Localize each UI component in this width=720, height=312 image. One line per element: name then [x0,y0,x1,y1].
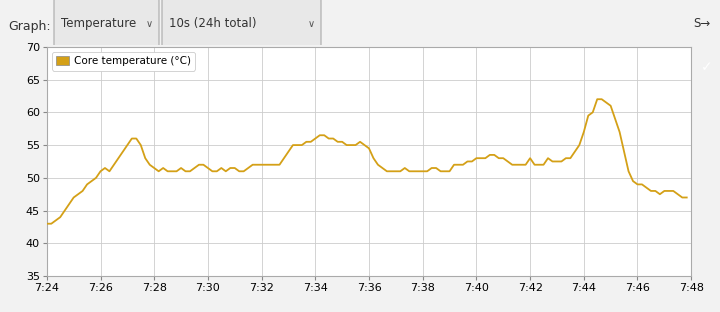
Legend: Core temperature (°C): Core temperature (°C) [52,52,195,71]
Text: Temperature: Temperature [61,17,136,30]
Text: ∨: ∨ [146,18,153,28]
FancyBboxPatch shape [162,0,321,88]
Text: ∨: ∨ [308,18,315,28]
Text: 10s (24h total): 10s (24h total) [169,17,256,30]
Text: S→: S→ [693,17,710,30]
Text: ✓: ✓ [701,60,712,74]
Text: Graph:: Graph: [8,20,50,33]
FancyBboxPatch shape [54,0,159,88]
